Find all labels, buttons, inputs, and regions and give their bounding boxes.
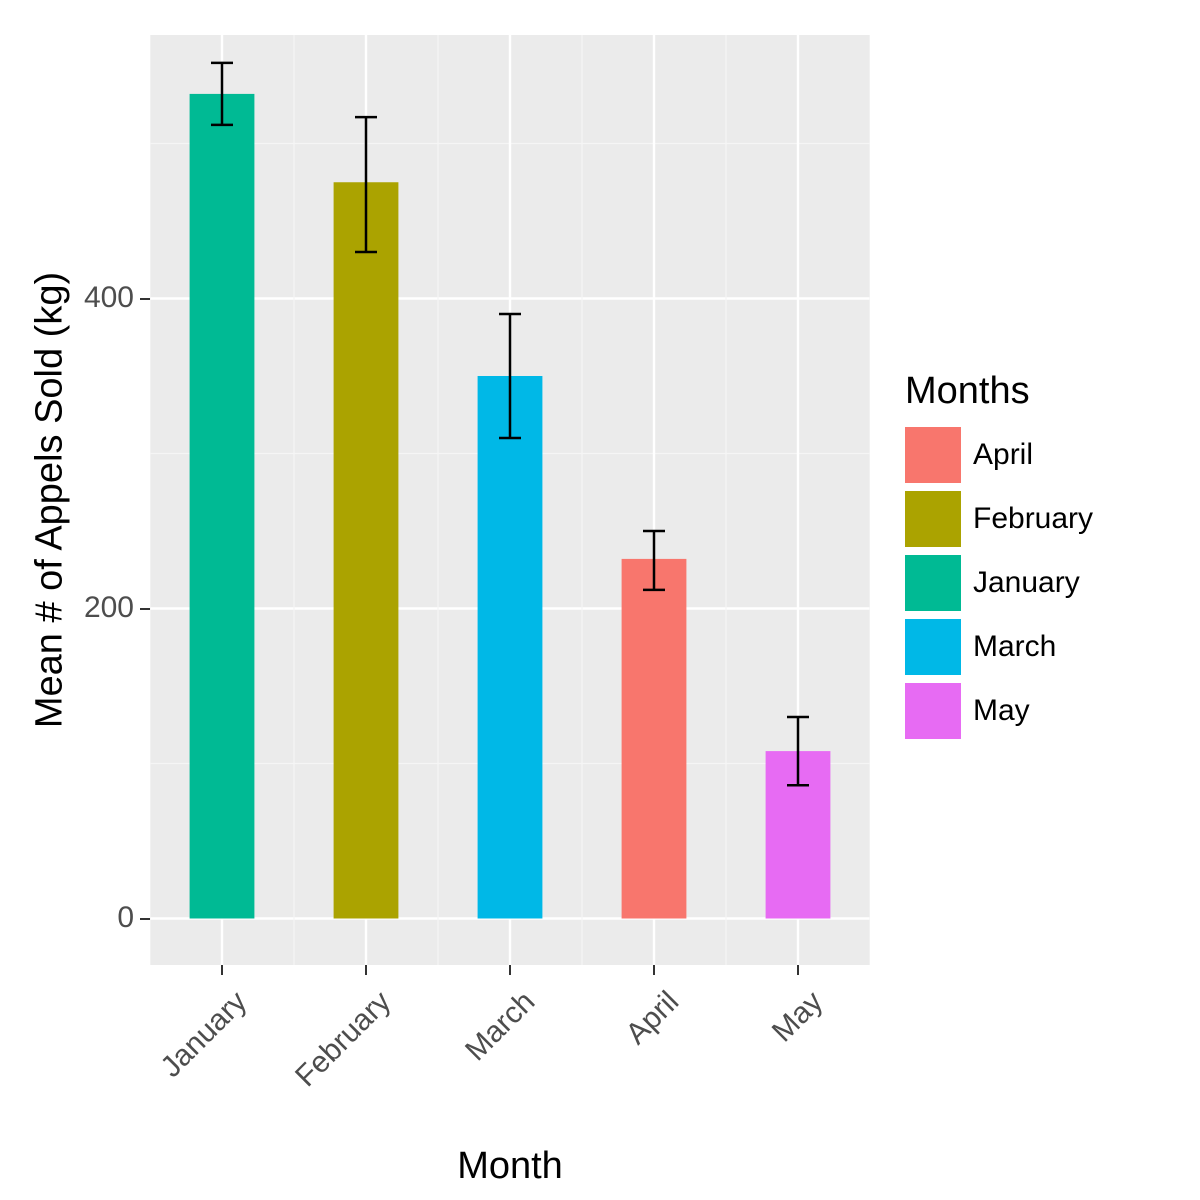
legend-label: May [973,694,1030,728]
legend-item: May [905,683,1093,739]
x-tick-label: May [665,985,830,1150]
y-tick-mark [140,918,150,920]
x-tick-mark [797,965,799,975]
legend-item: January [905,555,1093,611]
legend-key [905,427,961,483]
x-tick-label: April [521,985,686,1150]
chart-container: Mean # of Appels Sold (kg) Month 0 200 400… [0,0,1200,1200]
x-axis-title: Month [457,1145,563,1188]
legend-item: March [905,619,1093,675]
legend-key [905,619,961,675]
x-tick-mark [221,965,223,975]
x-tick-mark [509,965,511,975]
legend-label: March [973,630,1056,664]
legend-title: Months [905,370,1093,413]
legend-item: April [905,427,1093,483]
plot-panel [150,35,870,965]
legend-key [905,491,961,547]
legend-item: February [905,491,1093,547]
legend-items: April February January March May [905,427,1093,739]
x-tick-mark [365,965,367,975]
legend-key [905,555,961,611]
y-tick-label: 400 [84,281,134,315]
y-tick-mark [140,608,150,610]
legend-label: February [973,502,1093,536]
legend-key [905,683,961,739]
x-tick-mark [653,965,655,975]
x-tick-label: March [377,985,542,1150]
x-tick-label: January [89,985,254,1150]
y-tick-label: 200 [84,591,134,625]
legend-label: January [973,566,1080,600]
legend-label: April [973,438,1033,472]
y-tick-label: 0 [117,901,134,935]
y-tick-mark [140,298,150,300]
x-tick-label: February [233,985,398,1150]
y-axis-title: Mean # of Appels Sold (kg) [29,272,72,728]
legend: Months April February January March May [905,370,1093,747]
